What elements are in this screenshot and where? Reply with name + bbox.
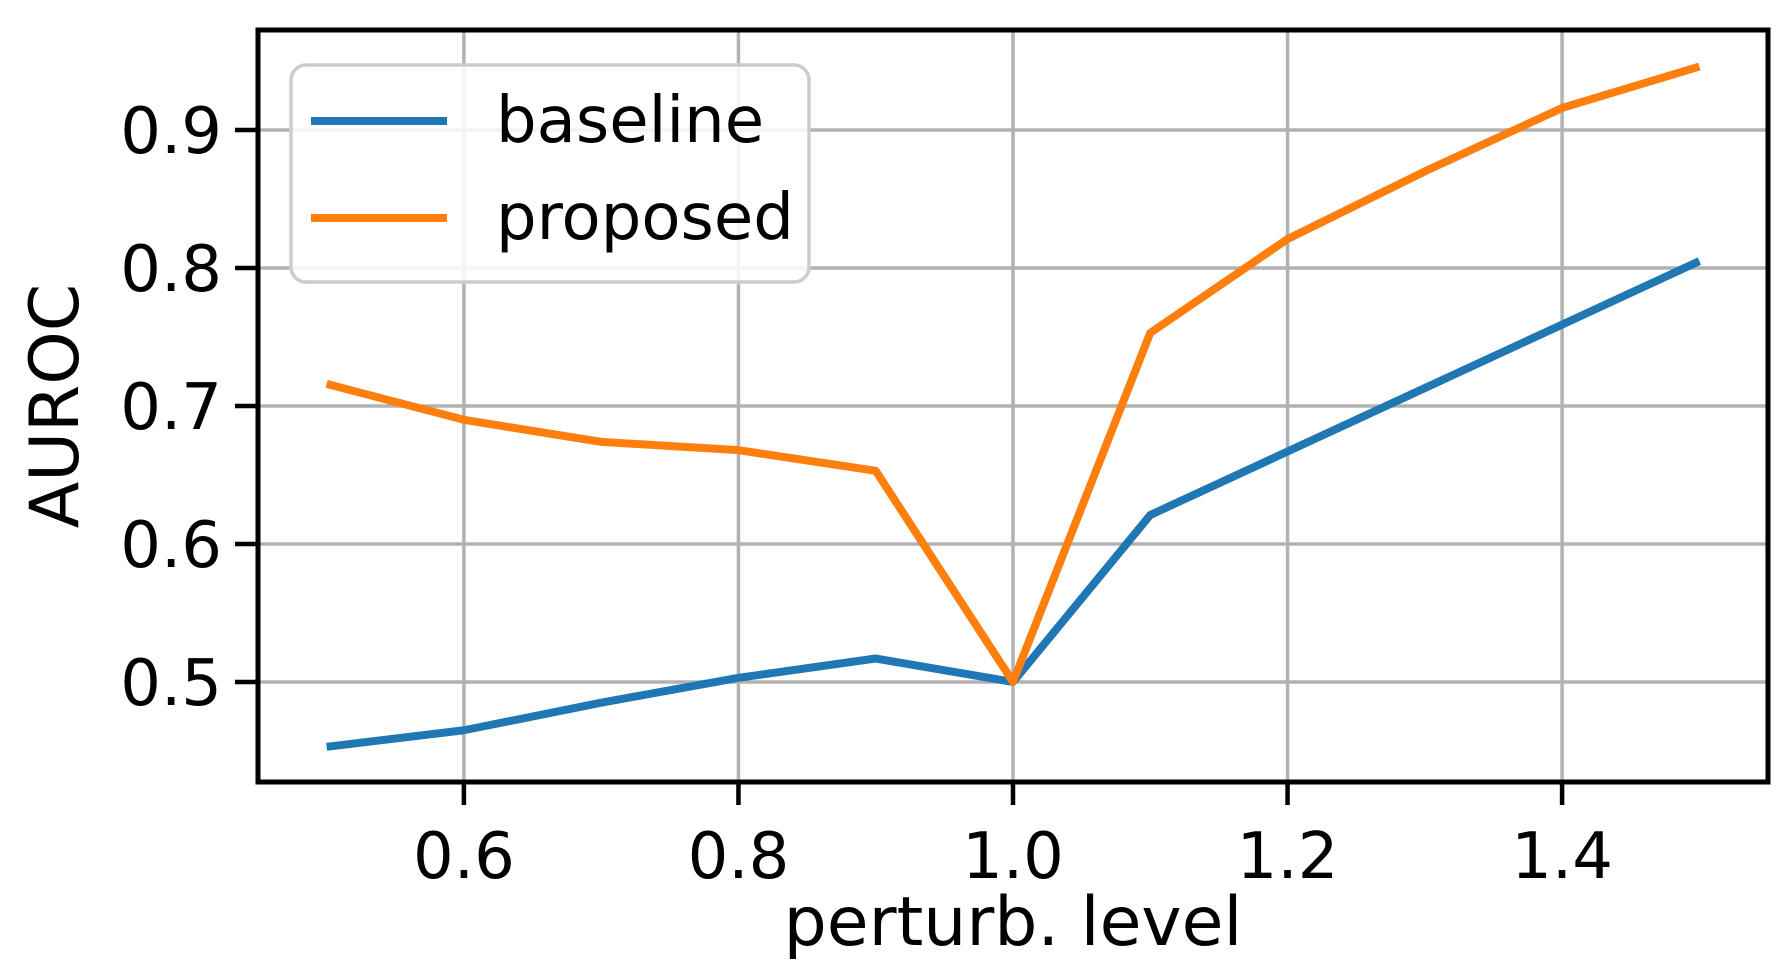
y-tick-label: 0.8	[120, 233, 222, 307]
y-axis-label: AUROC	[16, 284, 95, 529]
series-line-proposed	[325, 62, 1701, 686]
y-tick-label: 0.7	[120, 371, 222, 445]
y-tick-label: 0.6	[120, 509, 222, 583]
x-tick-label: 0.8	[688, 820, 790, 894]
y-tick-label: 0.5	[120, 647, 222, 721]
y-tick-label: 0.9	[120, 95, 222, 169]
legend: baseline proposed	[289, 63, 811, 284]
tick-label-layer: 0.6 0.8 1.0 1.2 1.4 0.5 0.6 0.7 0.8 0.9	[120, 95, 1613, 894]
legend-label-baseline: baseline	[496, 84, 764, 158]
x-tick-label: 1.0	[962, 820, 1064, 894]
x-axis-label: perturb. level	[784, 883, 1243, 962]
x-tick-label: 1.4	[1511, 820, 1613, 894]
legend-label-proposed: proposed	[496, 181, 794, 255]
tick-layer	[235, 127, 1565, 805]
x-tick-label: 1.2	[1237, 820, 1339, 894]
series-layer	[325, 62, 1702, 751]
x-tick-label: 0.6	[413, 820, 515, 894]
